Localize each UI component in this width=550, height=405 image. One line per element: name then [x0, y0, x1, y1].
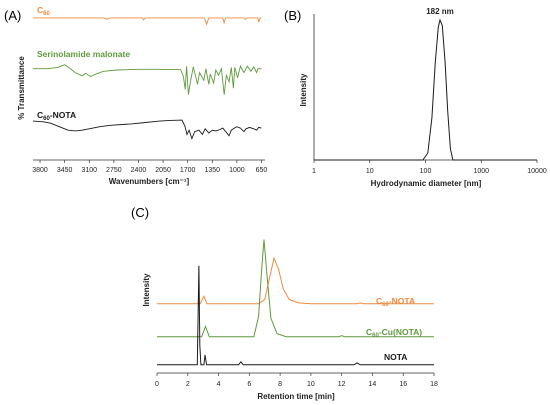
hplc-c60cu-rest: -Cu(NOTA): [379, 327, 422, 337]
ir-c60nota-rest: -NOTA: [50, 110, 76, 120]
ir-c60nota-main: C: [37, 110, 43, 120]
panel-label-b: (B): [284, 8, 301, 23]
hplc-c60cu-sub: 60: [372, 333, 379, 339]
hplc-x-tick-label: 18: [430, 381, 438, 388]
dls-x-axis-title: Hydrodynamic diameter [nm]: [371, 179, 482, 188]
ir-x-tick-label: 2400: [131, 167, 147, 174]
hplc-x-tick-label: 8: [278, 381, 282, 388]
hplc-y-axis-title: Intensity: [142, 273, 151, 306]
ir-series-label-serinolamide: Serinolamide malonate: [37, 49, 130, 59]
ir-x-tick-label: 2750: [106, 167, 122, 174]
ir-x-axis-title: Wavenumbers [cm⁻¹]: [109, 177, 190, 186]
dls-x-tick-label: 10: [366, 168, 374, 175]
ir-x-tick-label: 1700: [180, 167, 196, 174]
hplc-label-c60-cu-nota: C60-Cu(NOTA): [366, 327, 422, 339]
dls-series-line: [314, 18, 537, 161]
dls-peak-label: 182 nm: [426, 7, 454, 16]
ir-series-label-c60: C60: [37, 5, 50, 17]
dls-x-tick-label: 1000: [473, 168, 489, 175]
ir-series-label-c60-nota: C60-NOTA: [37, 110, 76, 122]
ir-x-tick-label: 1000: [229, 167, 245, 174]
hplc-c60nota-rest: -NOTA: [389, 296, 415, 306]
hplc-x-tick-label: 16: [399, 381, 407, 388]
hplc-x-tick-label: 0: [155, 381, 159, 388]
dls-x-tick-label: 1: [312, 168, 316, 175]
ir-x-tick-label: 3450: [57, 167, 73, 174]
panel-label-c: (C): [131, 205, 149, 220]
hplc-c60nota-main: C: [376, 296, 382, 306]
ir-x-tick-label: 650: [256, 167, 268, 174]
ir-series-line: [33, 64, 262, 95]
ir-series-line: [32, 119, 262, 140]
ir-x-tick-label: 3800: [32, 167, 48, 174]
ir-serinolamide-main: Serinolamide malonate: [37, 49, 130, 59]
hplc-c60cu-main: C: [366, 327, 372, 337]
dls-x-tick-label: 100: [420, 168, 432, 175]
hplc-series-line: [157, 256, 434, 305]
hplc-label-c60-nota: C60-NOTA: [376, 296, 415, 308]
dls-x-tick-label: 10000: [527, 168, 547, 175]
hplc-x-tick-label: 6: [247, 381, 251, 388]
hplc-label-nota: NOTA: [384, 352, 407, 362]
hplc-x-tick-label: 14: [369, 381, 377, 388]
hplc-x-axis-title: Retention time [min]: [257, 392, 335, 401]
hplc-series-line: [157, 239, 434, 338]
hplc-x-tick-label: 12: [338, 381, 346, 388]
ir-series-line: [33, 17, 262, 26]
hplc-x-tick-label: 10: [307, 381, 315, 388]
dls-y-axis-title: Intensity: [299, 73, 308, 106]
hplc-c60nota-sub: 60: [382, 302, 389, 308]
hplc-x-tick-label: 4: [217, 381, 221, 388]
ir-x-tick-label: 1350: [204, 167, 220, 174]
hplc-series-line: [157, 265, 434, 366]
dls-chart: 1 10 100 1000 10000 182 nm Hydrodynamic diam…: [299, 7, 547, 188]
hplc-chart: 0 2 4 6 8 10 12 14 16 18 Retention time [min] Int…: [142, 239, 438, 401]
ir-y-axis-title: % Transmittance: [17, 56, 26, 120]
ir-x-tick-label: 2050: [155, 167, 171, 174]
hplc-nota-main: NOTA: [384, 352, 407, 362]
ir-spectra-chart: 3800 3450 3100 2750 2400 2050 1700 1350 1000 650 …: [17, 5, 267, 186]
ir-c60-main: C: [37, 5, 43, 15]
ir-c60nota-sub: 60: [43, 116, 50, 122]
ir-x-tick-label: 3100: [81, 167, 97, 174]
hplc-x-tick-label: 2: [186, 381, 190, 388]
ir-c60-sub: 60: [43, 11, 50, 17]
panel-label-a: (A): [4, 8, 21, 23]
